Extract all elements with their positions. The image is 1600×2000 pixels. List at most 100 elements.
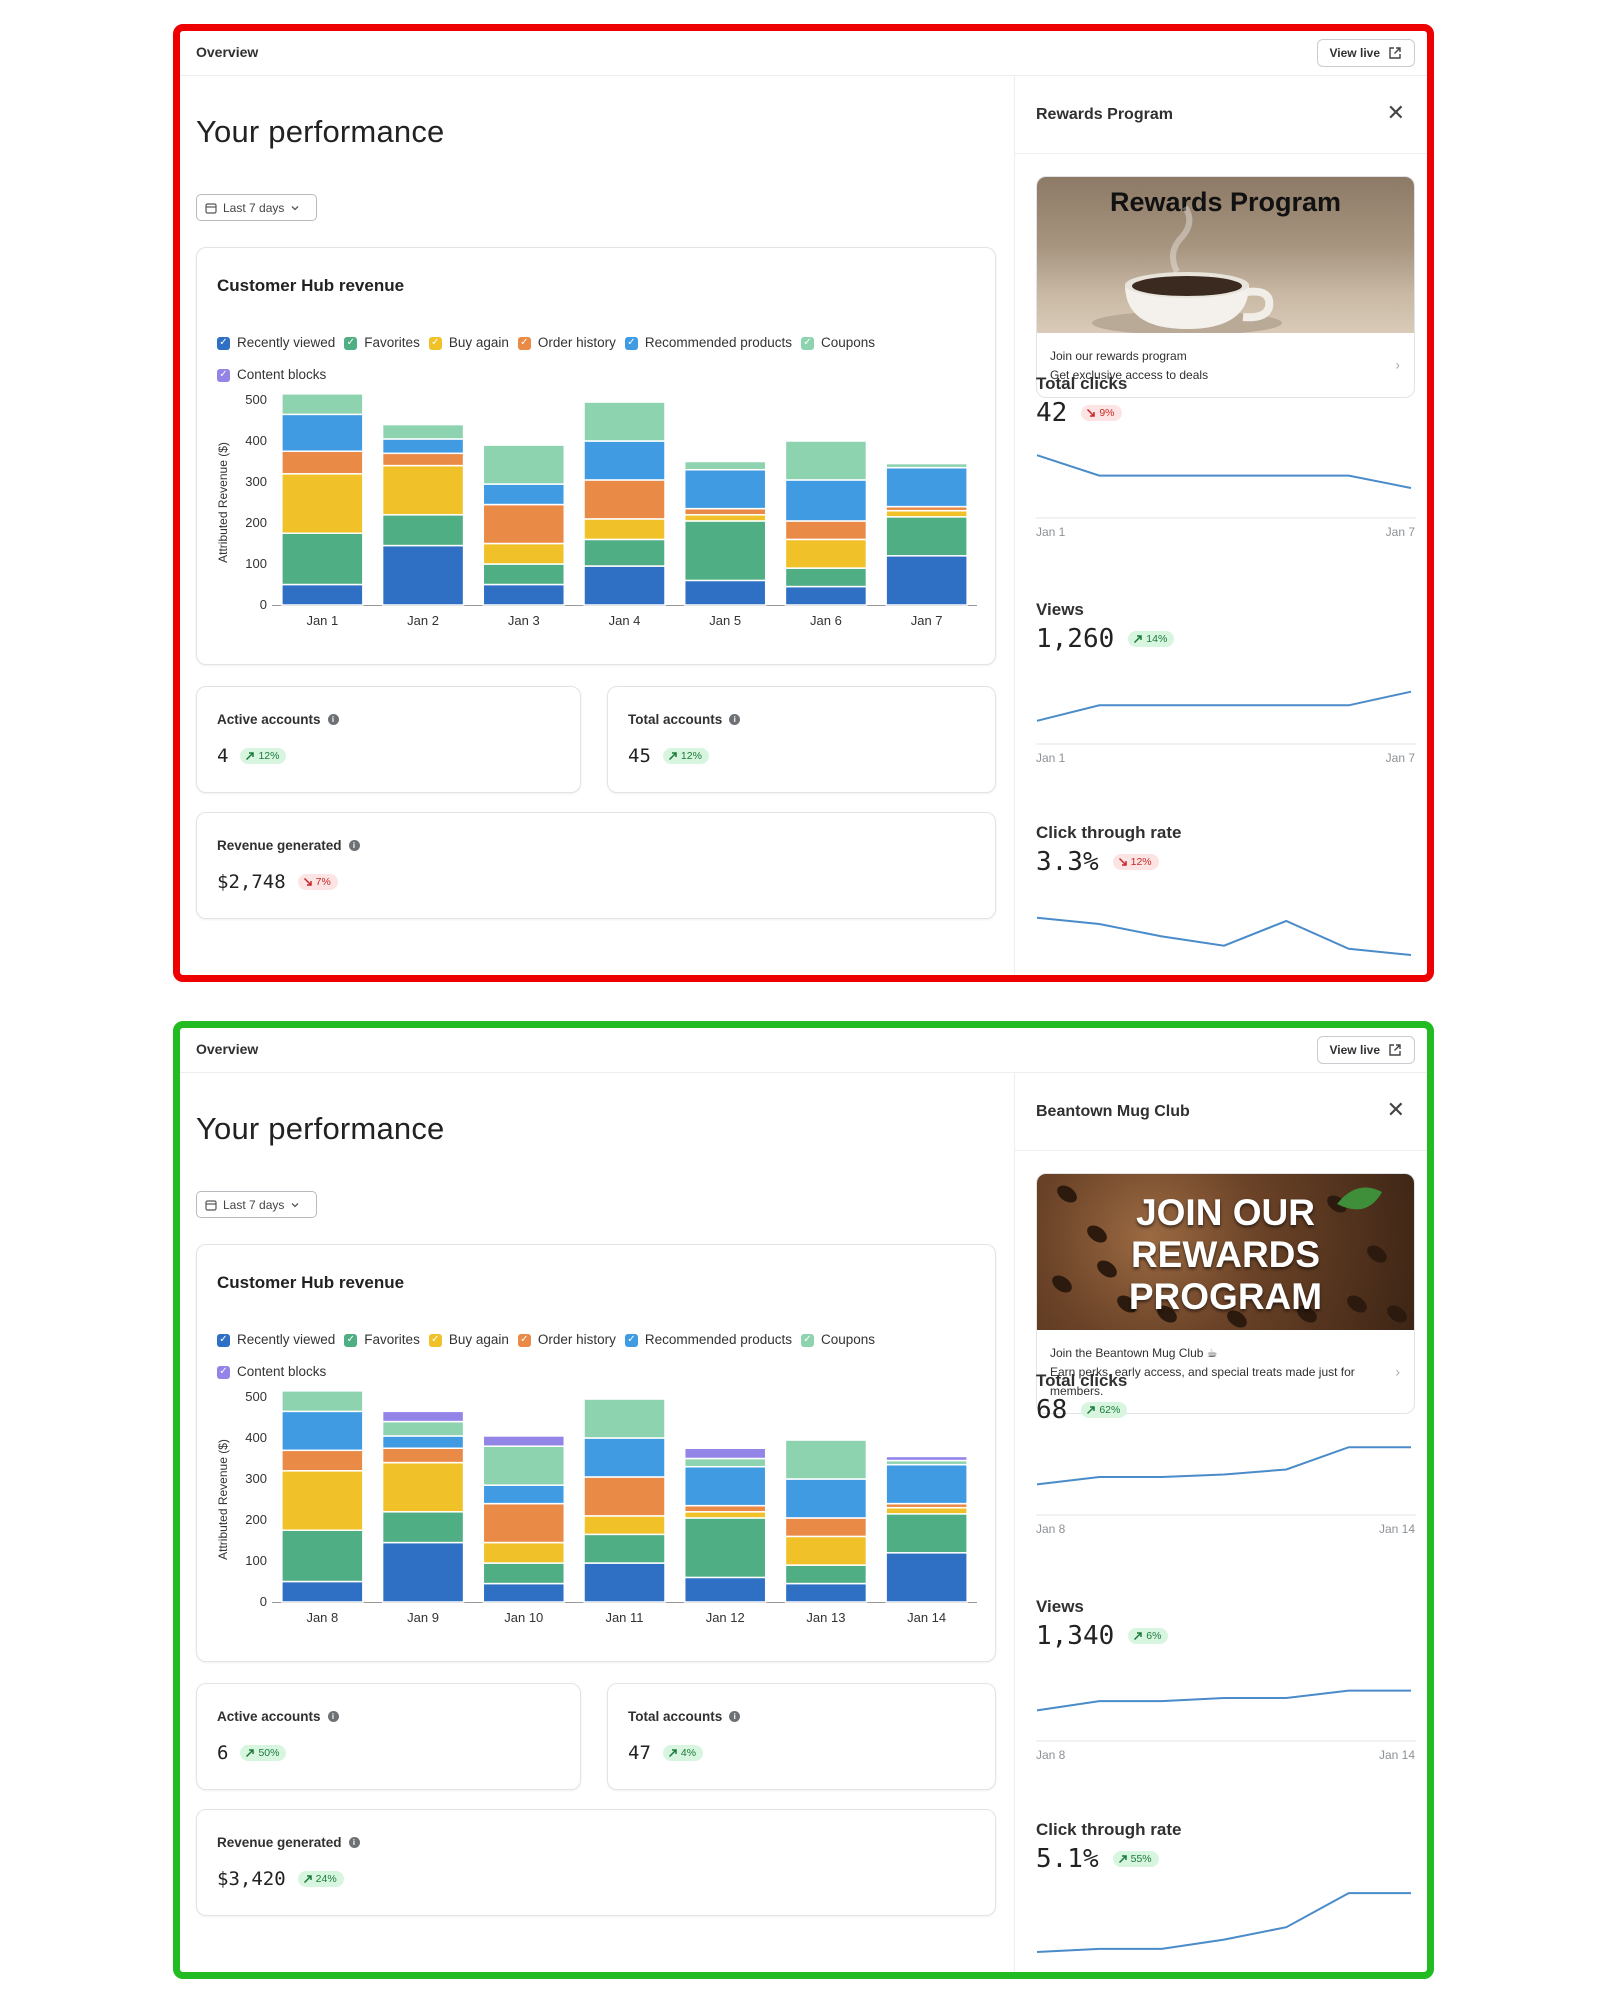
legend-item[interactable]: ✓ Content blocks (217, 360, 326, 390)
bar-segment[interactable] (683, 460, 767, 471)
bar-segment[interactable] (482, 483, 566, 506)
bar-segment[interactable] (885, 555, 968, 606)
checkbox-icon[interactable]: ✓ (624, 336, 638, 350)
bar-segment[interactable] (482, 542, 566, 565)
bar-segment[interactable] (381, 544, 465, 606)
bar-segment[interactable] (583, 479, 666, 520)
bar-segment[interactable] (885, 462, 968, 469)
bar-segment[interactable] (683, 1517, 767, 1579)
bar-segment[interactable] (885, 1455, 968, 1462)
legend-item[interactable]: ✓ Buy again (428, 328, 509, 358)
bar-segment[interactable] (683, 507, 767, 516)
bar-segment[interactable] (482, 1484, 566, 1505)
checkbox-icon[interactable]: ✓ (800, 1333, 814, 1347)
bar-segment[interactable] (281, 1449, 364, 1472)
legend-item[interactable]: ✓ Buy again (428, 1325, 509, 1355)
bar-segment[interactable] (482, 503, 566, 545)
bar-segment[interactable] (482, 1445, 566, 1486)
bar-segment[interactable] (381, 1420, 465, 1437)
bar-segment[interactable] (281, 413, 364, 452)
checkbox-icon[interactable]: ✓ (344, 1333, 358, 1347)
checkbox-icon[interactable]: ✓ (800, 336, 814, 350)
checkbox-icon[interactable]: ✓ (517, 336, 531, 350)
view-live-button[interactable]: View live (1316, 39, 1415, 67)
bar-segment[interactable] (281, 450, 364, 475)
bar-segment[interactable] (381, 464, 465, 516)
legend-item[interactable]: ✓ Recently viewed (217, 1325, 335, 1355)
close-icon[interactable]: ✕ (1386, 1097, 1405, 1122)
bar-segment[interactable] (683, 1576, 767, 1603)
bar-segment[interactable] (683, 1465, 767, 1507)
checkbox-icon[interactable]: ✓ (517, 1333, 531, 1347)
bar-segment[interactable] (482, 1541, 566, 1564)
bar-segment[interactable] (381, 1435, 465, 1450)
bar-segment[interactable] (784, 1582, 868, 1603)
bar-segment[interactable] (683, 1457, 767, 1468)
bar-segment[interactable] (683, 579, 767, 606)
legend-item[interactable]: ✓ Content blocks (217, 1357, 326, 1387)
bar-segment[interactable] (784, 479, 868, 522)
bar-segment[interactable] (885, 1513, 968, 1554)
bar-segment[interactable] (281, 583, 364, 606)
info-icon[interactable]: i (729, 714, 741, 725)
checkbox-icon[interactable]: ✓ (217, 368, 230, 382)
checkbox-icon[interactable]: ✓ (624, 1333, 638, 1347)
checkbox-icon[interactable]: ✓ (428, 336, 442, 350)
bar-segment[interactable] (683, 520, 767, 582)
info-icon[interactable]: i (348, 840, 360, 851)
bar-segment[interactable] (482, 1435, 566, 1447)
bar-segment[interactable] (885, 1463, 968, 1505)
bar-segment[interactable] (784, 1439, 868, 1480)
checkbox-icon[interactable]: ✓ (217, 1365, 230, 1379)
promo-card[interactable]: Rewards Program Join our rewards program… (1036, 176, 1415, 398)
info-icon[interactable]: i (327, 1711, 339, 1722)
date-range-selector[interactable]: Last 7 days (196, 1191, 317, 1218)
bar-segment[interactable] (281, 393, 364, 416)
bar-segment[interactable] (885, 466, 968, 508)
bar-segment[interactable] (683, 1447, 767, 1460)
legend-item[interactable]: ✓ Order history (517, 328, 616, 358)
bar-segment[interactable] (885, 1552, 968, 1603)
bar-segment[interactable] (885, 1506, 968, 1515)
promo-card[interactable]: JOIN OUR REWARDS PROGRAM Join the Beanto… (1036, 1173, 1415, 1414)
checkbox-icon[interactable]: ✓ (217, 1333, 230, 1347)
bar-segment[interactable] (281, 1410, 364, 1452)
bar-segment[interactable] (381, 1541, 465, 1603)
bar-segment[interactable] (381, 438, 465, 455)
bar-segment[interactable] (583, 1476, 666, 1517)
info-icon[interactable]: i (348, 1837, 360, 1848)
legend-item[interactable]: ✓ Recommended products (624, 1325, 792, 1355)
bar-segment[interactable] (482, 563, 566, 586)
checkbox-icon[interactable]: ✓ (344, 336, 358, 350)
bar-segment[interactable] (583, 518, 666, 541)
bar-segment[interactable] (482, 444, 566, 485)
bar-segment[interactable] (381, 1461, 465, 1513)
bar-segment[interactable] (583, 1515, 666, 1536)
bar-segment[interactable] (885, 516, 968, 557)
close-icon[interactable]: ✕ (1386, 100, 1405, 125)
bar-segment[interactable] (683, 514, 767, 522)
bar-segment[interactable] (885, 509, 968, 518)
bar-segment[interactable] (583, 565, 666, 606)
legend-item[interactable]: ✓ Order history (517, 1325, 616, 1355)
bar-segment[interactable] (482, 1502, 566, 1544)
bar-segment[interactable] (381, 423, 465, 440)
checkbox-icon[interactable]: ✓ (428, 1333, 442, 1347)
bar-segment[interactable] (583, 1398, 666, 1439)
bar-segment[interactable] (381, 1511, 465, 1544)
bar-segment[interactable] (683, 468, 767, 510)
bar-segment[interactable] (784, 1478, 868, 1519)
legend-item[interactable]: ✓ Favorites (344, 328, 420, 358)
bar-segment[interactable] (281, 1390, 364, 1413)
bar-segment[interactable] (583, 440, 666, 481)
view-live-button[interactable]: View live (1316, 1036, 1415, 1064)
bar-segment[interactable] (381, 452, 465, 467)
bar-segment[interactable] (583, 1437, 666, 1478)
legend-item[interactable]: ✓ Coupons (800, 328, 875, 358)
bar-segment[interactable] (784, 1564, 868, 1585)
bar-segment[interactable] (683, 1511, 767, 1519)
bar-segment[interactable] (784, 567, 868, 588)
bar-segment[interactable] (482, 583, 566, 606)
date-range-selector[interactable]: Last 7 days (196, 194, 317, 221)
bar-segment[interactable] (784, 538, 868, 569)
